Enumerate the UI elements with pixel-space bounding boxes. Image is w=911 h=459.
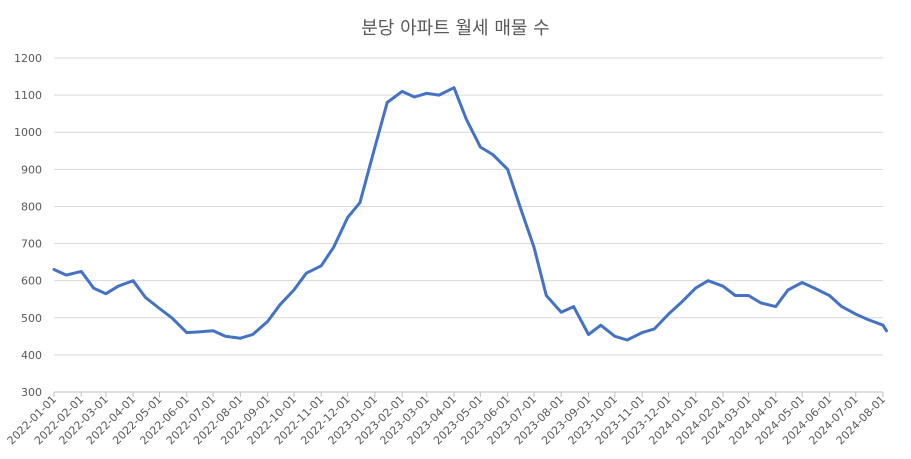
chart-title: 분당 아파트 월세 매물 수	[361, 18, 550, 39]
y-tick-label: 800	[21, 200, 42, 213]
y-tick-label: 500	[21, 312, 42, 325]
y-tick-label: 1000	[14, 126, 42, 139]
gridlines	[54, 57, 883, 393]
y-tick-label: 400	[21, 349, 42, 362]
y-axis: 300 400 500 600 700 800 900 1000 1100 1200	[14, 52, 42, 399]
y-tick-label: 1100	[14, 89, 42, 102]
x-axis: 2022-01-012022-02-012022-03-012022-04-01…	[5, 392, 888, 447]
y-tick-label: 600	[21, 275, 42, 288]
series-layer	[52, 86, 888, 342]
y-tick-label: 700	[21, 238, 42, 251]
series-line-0	[52, 86, 888, 342]
y-tick-label: 900	[21, 163, 42, 176]
y-tick-label: 300	[21, 386, 42, 399]
y-tick-label: 1200	[14, 52, 42, 65]
